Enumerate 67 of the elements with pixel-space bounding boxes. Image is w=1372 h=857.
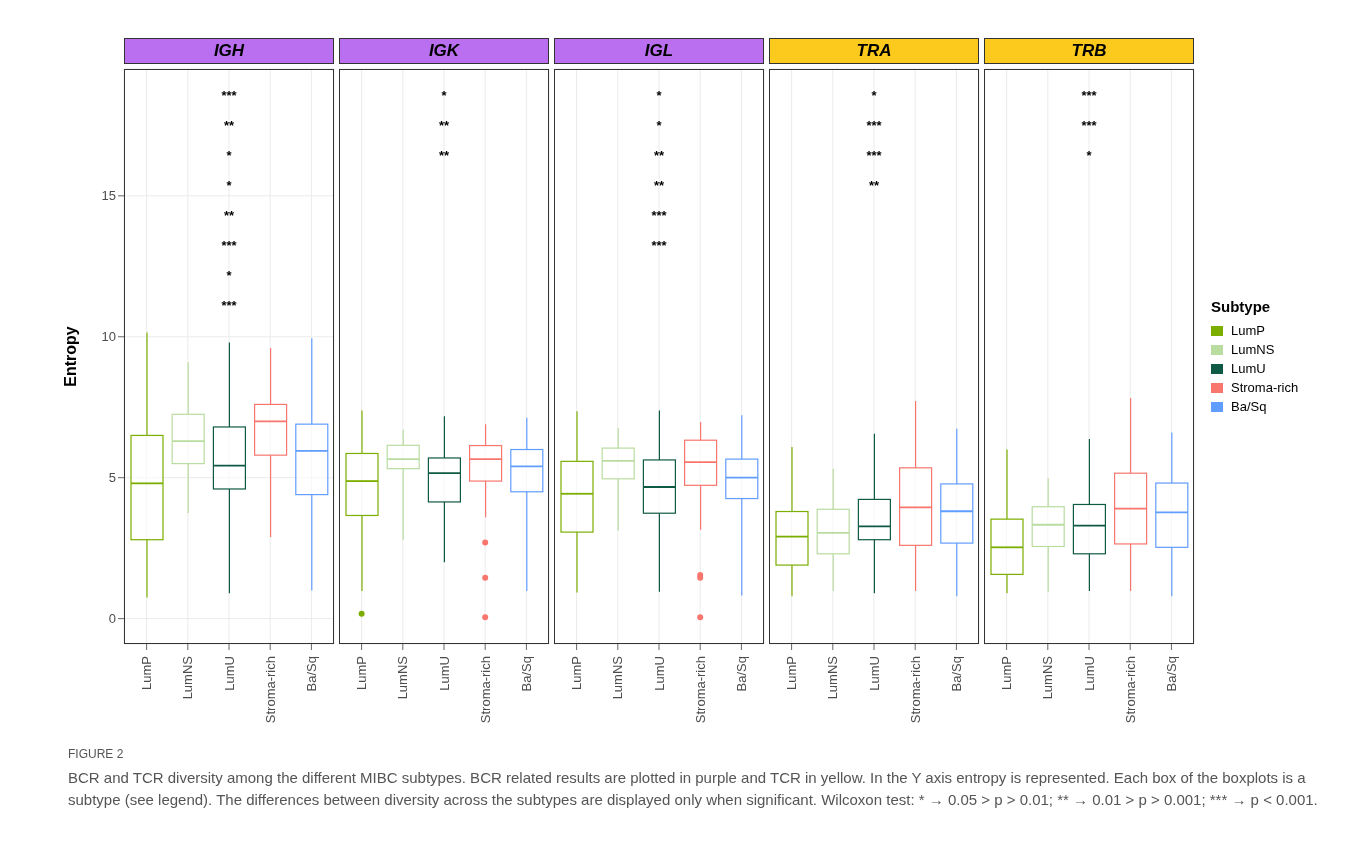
x-tick-label: LumU <box>651 656 667 691</box>
annotation: *** <box>221 87 237 105</box>
x-tick-label: LumP <box>999 656 1015 690</box>
annotation: *** <box>651 207 667 225</box>
annotation: *** <box>866 117 882 135</box>
x-tick-label: Stroma-rich <box>907 656 923 724</box>
legend-label: LumU <box>1230 360 1267 378</box>
legend-title: Subtype <box>1211 298 1272 315</box>
x-tick-label: Ba/Sq <box>518 656 534 692</box>
annotation: * <box>226 147 232 165</box>
annotation: * <box>226 177 232 195</box>
chart-title: TRB <box>984 38 1194 64</box>
legend-label: LumP <box>1230 322 1266 340</box>
x-tick-label: Stroma-rich <box>692 656 708 724</box>
annotation: * <box>441 87 447 105</box>
x-tick-label: LumU <box>1081 656 1097 691</box>
x-tick-label: Stroma-rich <box>262 656 278 724</box>
annotation: * <box>656 117 662 135</box>
y-tick-label: 10 <box>101 329 116 345</box>
annotation: * <box>226 267 232 285</box>
legend-label: Stroma-rich <box>1230 379 1299 397</box>
annotation: *** <box>866 147 882 165</box>
annotation: ** <box>223 117 235 135</box>
annotation: ** <box>438 117 450 135</box>
y-tick-label: 5 <box>108 470 116 486</box>
x-tick-label: LumP <box>354 656 370 690</box>
x-tick-label: Ba/Sq <box>1163 656 1179 692</box>
annotation: ** <box>438 147 450 165</box>
annotation: *** <box>1081 87 1097 105</box>
y-axis-title: Entropy <box>61 326 79 387</box>
annotation: *** <box>221 297 237 315</box>
chart-title: TRA <box>769 38 979 64</box>
x-tick-label: LumNS <box>395 655 411 700</box>
x-tick-label: LumNS <box>825 655 841 700</box>
y-tick-label: 15 <box>101 188 116 204</box>
x-tick-label: LumU <box>436 656 452 691</box>
x-tick-label: LumP <box>569 656 585 690</box>
annotation: ** <box>868 177 880 195</box>
x-tick-label: Ba/Sq <box>733 656 749 692</box>
y-tick-label: 0 <box>108 611 116 627</box>
annotation: *** <box>221 237 237 255</box>
x-tick-label: LumP <box>784 656 800 690</box>
legend-label: Ba/Sq <box>1230 398 1268 416</box>
x-tick-label: LumNS <box>610 655 626 700</box>
annotation: * <box>871 87 877 105</box>
annotation: *** <box>1081 117 1097 135</box>
annotation: ** <box>223 207 235 225</box>
x-tick-label: Ba/Sq <box>303 656 319 692</box>
chart-title: IGL <box>554 38 764 64</box>
annotation: * <box>656 87 662 105</box>
x-tick-label: Stroma-rich <box>1122 656 1138 724</box>
text: FIGURE 2 <box>68 747 125 761</box>
x-tick-label: LumU <box>221 656 237 691</box>
x-tick-label: LumNS <box>1040 655 1056 700</box>
x-tick-label: Stroma-rich <box>477 656 493 724</box>
x-tick-label: Ba/Sq <box>948 656 964 692</box>
annotation: *** <box>651 237 667 255</box>
x-tick-label: LumU <box>866 656 882 691</box>
annotation: * <box>1086 147 1092 165</box>
chart-title: IGH <box>124 38 334 64</box>
annotation: ** <box>653 147 665 165</box>
x-tick-label: LumNS <box>180 655 196 700</box>
annotation: ** <box>653 177 665 195</box>
x-tick-label: LumP <box>139 656 155 690</box>
text: BCR and TCR diversity among the different MIBC subtypes. BCR related results are plotted in purple and TCR in yellow. In the Y axis entropy is represented. Each box of the boxplots is a subtype (see legend). The differences between diversity across the subtypes are displayed only when significant. Wilcoxon test: * → 0.05 > p > 0.01; ** → 0.01 > p > 0.001; *** → p < 0.001. <box>68 768 1319 810</box>
chart-title: IGK <box>339 38 549 64</box>
legend-label: LumNS <box>1230 341 1276 359</box>
